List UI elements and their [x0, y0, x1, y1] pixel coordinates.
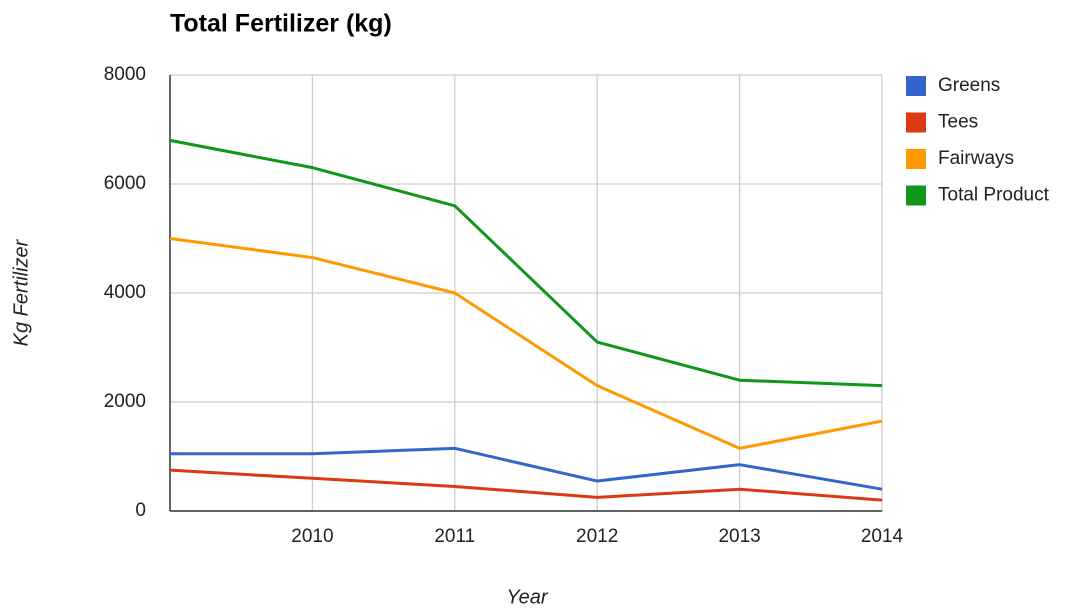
y-tick-label: 6000	[104, 173, 146, 194]
series-line	[169, 138, 883, 388]
series-line	[169, 237, 883, 450]
legend-swatch	[906, 112, 926, 133]
legend-swatch	[906, 149, 926, 169]
chart-title: Total Fertilizer (kg)	[170, 10, 392, 38]
x-tick-label: 2013	[718, 526, 760, 547]
legend-swatch	[906, 76, 926, 96]
y-tick-label: 2000	[104, 391, 146, 412]
legend-label: Total Product	[938, 185, 1050, 206]
y-tick-label: 4000	[104, 282, 146, 303]
x-tick-label: 2012	[576, 526, 618, 547]
y-tick-label: 8000	[104, 64, 146, 85]
x-tick-label: 2014	[861, 526, 904, 547]
x-tick-label: 2010	[291, 526, 333, 547]
series-line	[169, 468, 883, 502]
y-tick-label: 0	[135, 500, 146, 521]
x-tick-label: 2011	[434, 526, 475, 547]
legend-label: Greens	[938, 75, 1000, 96]
legend-swatch	[906, 185, 926, 206]
legend-label: Tees	[938, 112, 978, 133]
x-axis-title: Year	[506, 586, 548, 608]
legend-label: Fairways	[938, 148, 1014, 169]
series-line	[170, 446, 883, 491]
y-axis-title: Kg Fertilizer	[10, 238, 32, 346]
